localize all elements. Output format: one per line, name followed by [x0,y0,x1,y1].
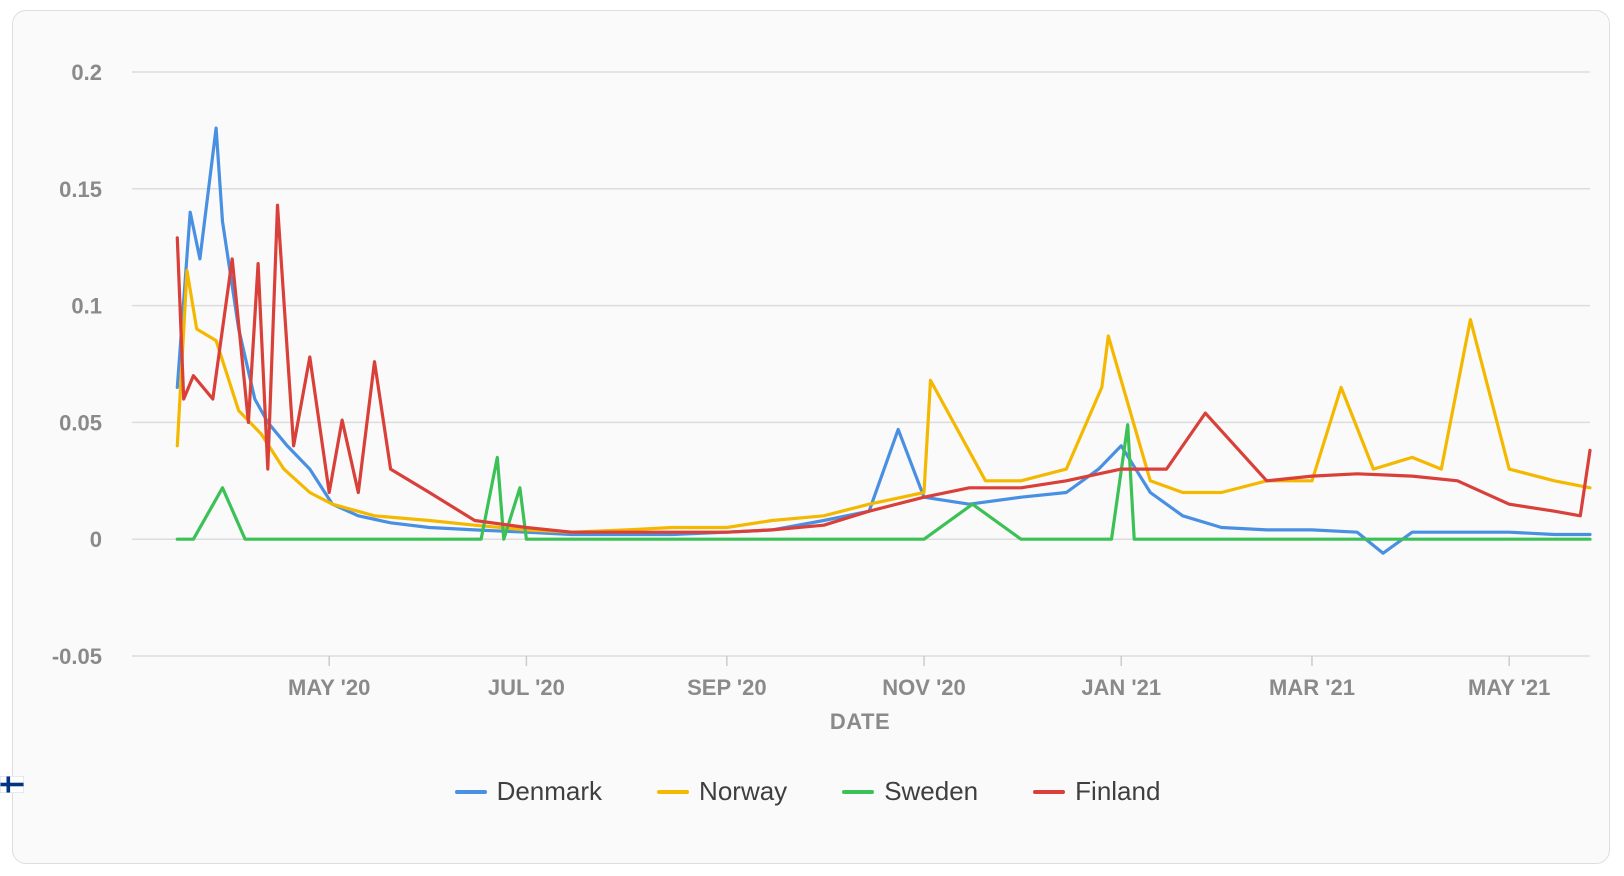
y-tick-label: 0 [90,527,102,552]
legend-item-norway[interactable]: Norway [0,776,796,807]
series-line-finland [175,203,1592,534]
legend-label: Finland [1075,776,1161,806]
x-axis-title: DATE [830,709,890,734]
y-tick-label: 0.05 [59,410,102,435]
legend-item-denmark[interactable]: Denmark [0,776,611,807]
chart-legend: Denmark Norway Sweden Finland [0,776,1624,807]
y-axis-ticks: 0.2 0.15 0.1 0.05 0 -0.05 [52,60,102,669]
series-line-sweden [175,423,1592,541]
series-line-denmark [175,126,1592,555]
x-tick-label: JAN '21 [1081,675,1161,700]
x-tick-label: MAY '20 [288,675,370,700]
y-tick-label: 0.2 [71,60,102,85]
y-tick-label: 0.15 [59,177,102,202]
series-line-norway [175,269,1592,534]
legend-swatch [657,789,690,794]
y-tick-label: -0.05 [52,644,102,669]
series-lines [175,126,1592,555]
legend-item-sweden[interactable]: Sweden [0,776,987,807]
grid-lines [132,71,1590,657]
legend-swatch [842,789,875,794]
x-tick-label: JUL '20 [488,675,565,700]
x-tick-label: SEP '20 [687,675,766,700]
legend-label: Norway [699,776,788,806]
x-axis-ticks: MAY '20 JUL '20 SEP '20 NOV '20 JAN '21 MAR '… [288,656,1550,700]
legend-item-finland[interactable]: Finland [0,776,1169,807]
x-tick-label: NOV '20 [882,675,966,700]
x-tick-label: MAY '21 [1468,675,1550,700]
x-tick-label: MAR '21 [1269,675,1355,700]
legend-label: Sweden [884,776,979,806]
legend-swatch [454,789,487,794]
y-tick-label: 0.1 [71,294,102,319]
legend-swatch [1033,789,1066,794]
legend-label: Denmark [496,776,603,806]
